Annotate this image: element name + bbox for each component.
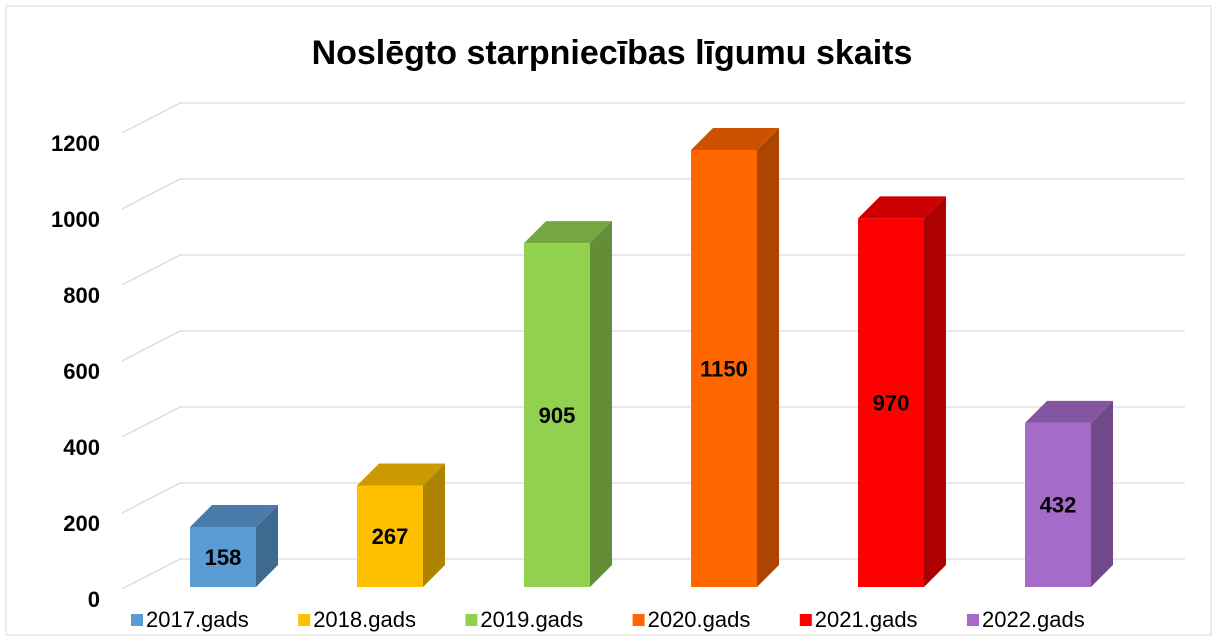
bar-top (357, 463, 445, 486)
legend-swatch (298, 614, 311, 626)
data-label: 1150 (700, 356, 748, 381)
y-tick-label: 400 (63, 435, 100, 460)
legend-label: 2021.gads (815, 607, 918, 632)
bar-side (1091, 400, 1113, 587)
grid-line (121, 178, 1185, 210)
data-label: 432 (1040, 493, 1077, 518)
bar-front (1025, 422, 1091, 587)
grid-line (121, 330, 1185, 362)
bar (858, 196, 946, 587)
grid-line (121, 406, 1185, 438)
y-tick-label: 0 (88, 587, 100, 612)
data-label: 905 (539, 403, 576, 428)
bar-top (858, 196, 946, 219)
grid-line (121, 558, 1185, 590)
bar (524, 221, 612, 587)
bar (1025, 400, 1113, 587)
legend-label: 2022.gads (982, 607, 1085, 632)
legend-swatch (632, 614, 645, 626)
data-label: 970 (873, 391, 910, 416)
y-tick-label: 200 (63, 511, 100, 536)
data-label: 267 (372, 524, 409, 549)
legend-swatch (799, 614, 812, 626)
bar-side (757, 128, 779, 587)
bar-top (190, 504, 278, 527)
bar-top (524, 221, 612, 244)
legend-swatch (465, 614, 478, 626)
bar (190, 504, 278, 587)
legend-label: 2020.gads (648, 607, 751, 632)
legend-label: 2017.gads (146, 607, 249, 632)
bar (691, 128, 779, 587)
bar-side (590, 221, 612, 587)
y-tick-label: 1200 (51, 131, 100, 156)
legend-label: 2019.gads (480, 607, 583, 632)
legend-label: 2018.gads (313, 607, 416, 632)
bar (357, 463, 445, 587)
bar-side (256, 504, 278, 587)
grid-line (121, 482, 1185, 514)
y-tick-label: 1000 (51, 207, 100, 232)
y-tick-label: 800 (63, 283, 100, 308)
chart-title: Noslēgto starpniecības līgumu skaits (312, 34, 913, 72)
bar-top (1025, 400, 1113, 423)
bar-front (524, 243, 590, 587)
bar-top (691, 128, 779, 150)
bar-front (357, 485, 423, 587)
legend-swatch (967, 614, 979, 626)
bar-front (691, 150, 757, 587)
bar-side (924, 196, 946, 587)
bar-front (190, 526, 256, 587)
bar-front (858, 218, 924, 587)
bar-side (423, 463, 445, 587)
y-tick-label: 600 (63, 359, 100, 384)
grid-line (121, 102, 1185, 134)
data-label: 158 (205, 545, 242, 570)
grid-line (121, 254, 1185, 286)
legend-swatch (131, 614, 143, 626)
